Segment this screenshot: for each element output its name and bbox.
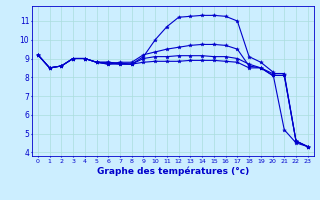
X-axis label: Graphe des températures (°c): Graphe des températures (°c) [97,167,249,176]
